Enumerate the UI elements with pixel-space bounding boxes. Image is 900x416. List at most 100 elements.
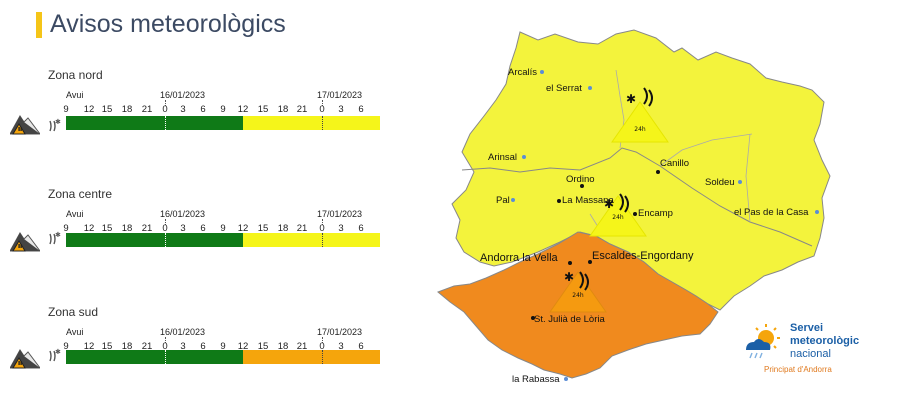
- zone-centre: Zona centre Avui 16/01/2023 17/01/2023 9…: [0, 187, 420, 297]
- day-separator: [322, 337, 323, 343]
- day-separator: [322, 233, 323, 247]
- place-canillo: Canillo: [660, 158, 689, 169]
- hour-label: 9: [63, 223, 69, 234]
- place-dot: [557, 199, 561, 203]
- warning-24h-label: 24h: [572, 292, 584, 299]
- place-dot: [656, 170, 660, 174]
- svg-text:✱: ✱: [55, 231, 61, 239]
- day-separator: [165, 116, 166, 130]
- hour-label: 9: [220, 223, 226, 234]
- orange-warning-triangle: [549, 271, 607, 313]
- level-green-segment: [66, 233, 243, 247]
- warning-24h-label: 24h: [634, 126, 646, 133]
- hour-label: 3: [180, 223, 186, 234]
- hour-label: 12: [83, 341, 95, 352]
- snow-avalanche-icon: [643, 87, 653, 107]
- place-la-rabassa: la Rabassa: [512, 374, 560, 385]
- zone-sud: Zona sud Avui 16/01/2023 17/01/2023 9 12…: [0, 305, 420, 415]
- hour-label: 18: [277, 341, 289, 352]
- hour-label: 18: [121, 341, 133, 352]
- zone-nord: Zona nord Avui 16/01/2023 17/01/2023 9 1…: [0, 68, 420, 178]
- hour-label: 6: [200, 341, 206, 352]
- logo-line-3: nacional: [790, 348, 831, 360]
- hour-label: 18: [121, 223, 133, 234]
- parish-border: [659, 133, 753, 167]
- hour-label: 0: [319, 104, 325, 115]
- yellow-warning-triangle: [611, 101, 669, 143]
- date-2: 17/01/2023: [317, 90, 363, 100]
- hour-label: 0: [319, 341, 325, 352]
- place-encamp: Encamp: [638, 208, 673, 219]
- warning-bar: [66, 350, 380, 364]
- date-1: 16/01/2023: [160, 90, 206, 100]
- hour-label: 21: [296, 223, 308, 234]
- place-la-massana: La Massana: [562, 195, 614, 206]
- level-yellow-segment: [243, 233, 380, 247]
- place-ordino: Ordino: [566, 174, 595, 185]
- hour-label: 3: [180, 341, 186, 352]
- hour-label: 6: [358, 341, 364, 352]
- zone-name: Zona nord: [48, 68, 103, 82]
- hour-label: 9: [220, 104, 226, 115]
- hour-label: 0: [162, 104, 168, 115]
- place-dot: [815, 210, 819, 214]
- place-dot: [588, 260, 592, 264]
- andorra-map: 24h ✱ 24h ✱ 24h ✱ Arcalís el Serrat Arin…: [437, 29, 831, 385]
- warning-bar: [66, 116, 380, 130]
- level-green-segment: [66, 116, 243, 130]
- level-green-segment: [66, 350, 243, 364]
- today-label: Avui: [66, 209, 84, 219]
- place-dot: [568, 261, 572, 265]
- hour-label: 9: [220, 341, 226, 352]
- hour-label: 18: [277, 104, 289, 115]
- place-dot: [580, 184, 584, 188]
- hour-label: 12: [237, 341, 249, 352]
- hour-label: 0: [162, 223, 168, 234]
- snow-avalanche-icon: [619, 193, 629, 213]
- snow-avalanche-icon: ✱: [49, 348, 61, 362]
- avalanche-icon: [10, 232, 40, 252]
- snow-avalanche-icon: ✱: [49, 231, 61, 245]
- place-pas-de-la-casa: el Pas de la Casa: [734, 207, 809, 218]
- warning-bar: [66, 233, 380, 247]
- map-zone-nord: [451, 29, 831, 311]
- yellow-warning-triangle: [589, 195, 647, 237]
- place-st-julia: St. Julià de Lòria: [534, 314, 605, 325]
- title-accent-bar: [36, 12, 42, 38]
- hour-label: 3: [338, 104, 344, 115]
- svg-text:✱: ✱: [55, 118, 61, 126]
- date-1: 16/01/2023: [160, 327, 206, 337]
- day-separator: [165, 219, 166, 225]
- zone-border: [461, 147, 813, 247]
- hour-label: 15: [257, 104, 269, 115]
- today-label: Avui: [66, 90, 84, 100]
- smn-logo: Servei meteorològic nacional Principat d…: [738, 318, 859, 378]
- svg-text:✱: ✱: [55, 348, 61, 356]
- hour-label: 9: [63, 341, 69, 352]
- day-separator: [322, 100, 323, 106]
- place-el-serrat: el Serrat: [546, 83, 582, 94]
- zone-name: Zona centre: [48, 187, 113, 201]
- place-arcalis: Arcalís: [508, 67, 537, 78]
- hour-label: 21: [141, 341, 153, 352]
- parish-border: [745, 133, 751, 223]
- place-arinsal: Arinsal: [488, 152, 517, 163]
- hour-label: 12: [83, 104, 95, 115]
- day-separator: [322, 116, 323, 130]
- hour-label: 3: [180, 104, 186, 115]
- day-separator: [322, 350, 323, 364]
- place-dot: [531, 316, 535, 320]
- day-separator: [165, 337, 166, 343]
- hour-label: 3: [338, 341, 344, 352]
- date-2: 17/01/2023: [317, 209, 363, 219]
- place-dot: [540, 70, 544, 74]
- warning-24h-label: 24h: [612, 214, 624, 221]
- hour-label: 15: [257, 223, 269, 234]
- hour-label: 15: [101, 341, 113, 352]
- hour-label: 21: [296, 104, 308, 115]
- place-dot: [564, 377, 568, 381]
- hour-label: 12: [83, 223, 95, 234]
- level-orange-segment: [243, 350, 380, 364]
- hour-label: 3: [338, 223, 344, 234]
- hour-label: 0: [162, 341, 168, 352]
